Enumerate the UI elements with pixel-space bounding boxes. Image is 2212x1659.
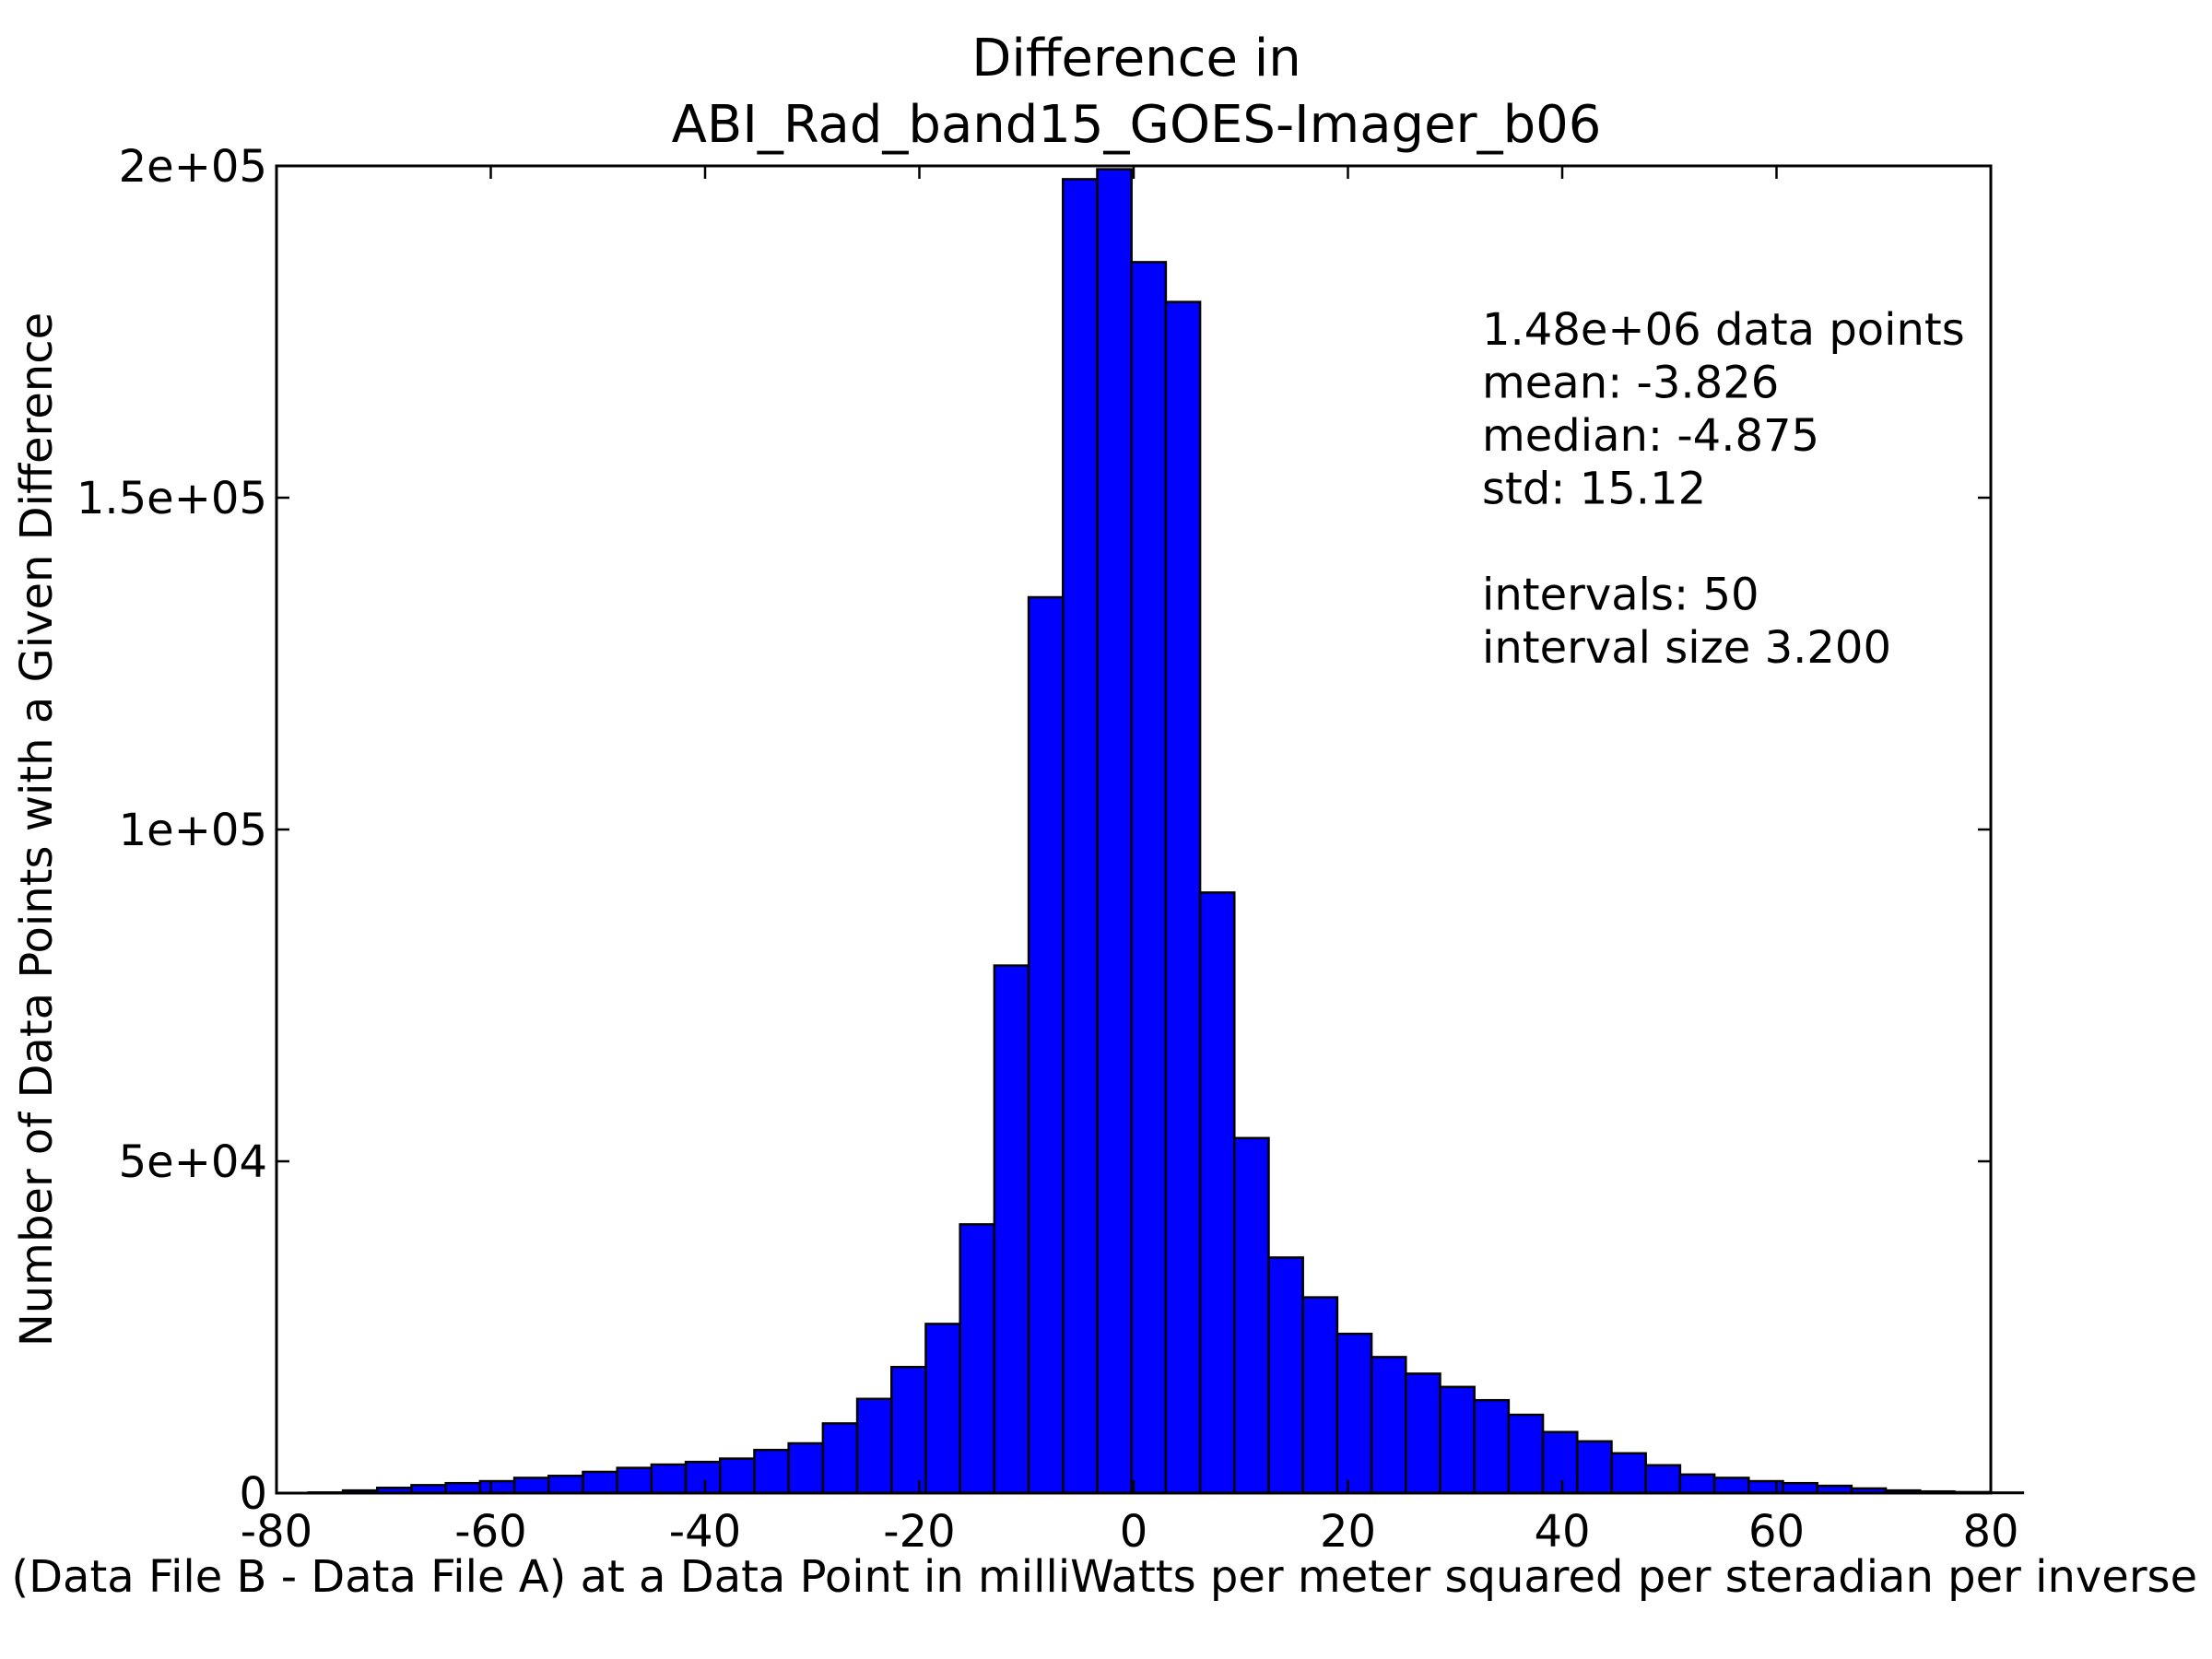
chart-title-line-1: Difference in <box>971 29 1301 88</box>
histogram-bar <box>1576 1440 1613 1495</box>
histogram-bar <box>753 1448 790 1495</box>
histogram-bar <box>1370 1356 1407 1495</box>
y-axis-label: Number of Data Points with a Given Diffe… <box>11 312 63 1347</box>
histogram-bar <box>1301 1296 1339 1495</box>
histogram-bar <box>1541 1430 1579 1495</box>
histogram-bar <box>1782 1481 1818 1495</box>
annotation-line: intervals: 50 <box>1482 570 1759 621</box>
x-axis-ticks: -80 -60 -40 -20 0 20 40 60 80 <box>241 166 2019 1558</box>
annotation-line: median: -4.875 <box>1482 410 1819 462</box>
histogram-bar <box>1198 891 1236 1495</box>
histogram-bar <box>821 1422 859 1495</box>
x-tick-label: 40 <box>1534 1506 1590 1558</box>
histogram-bar <box>1233 1136 1270 1495</box>
histogram-bar <box>1405 1372 1441 1495</box>
histogram-bar <box>1096 168 1133 1495</box>
histogram-bar <box>1712 1477 1750 1495</box>
histogram-bar <box>1062 178 1099 1495</box>
annotation-line: interval size 3.200 <box>1482 622 1891 674</box>
histogram-bar <box>1678 1473 1716 1495</box>
y-tick-label: 1.5e+05 <box>76 473 267 524</box>
histogram-bar <box>1267 1256 1304 1495</box>
histogram-bars <box>307 168 2025 1495</box>
histogram-bar <box>1130 261 1168 1495</box>
histogram-bar <box>478 1479 516 1495</box>
histogram-bar <box>1335 1332 1373 1495</box>
x-tick-label: 80 <box>1962 1506 2018 1558</box>
histogram-bar <box>924 1323 961 1495</box>
histogram-bar <box>650 1463 688 1495</box>
x-tick-label: 0 <box>1120 1506 1148 1558</box>
chart-title-line-2: ABI_Rad_band15_GOES-Imager_b06 <box>672 95 1602 155</box>
x-tick-label: -60 <box>454 1506 526 1558</box>
histogram-bar <box>547 1475 584 1495</box>
x-tick-label: 60 <box>1748 1506 1805 1558</box>
y-tick-label: 5e+04 <box>119 1136 267 1188</box>
histogram-bar <box>1987 1491 2025 1495</box>
histogram-bar <box>719 1457 756 1495</box>
histogram-bar <box>684 1460 722 1495</box>
histogram-bar <box>855 1397 893 1495</box>
histogram-bar <box>444 1481 482 1495</box>
histogram-bar <box>1439 1385 1476 1495</box>
histogram-bar <box>512 1477 550 1495</box>
x-tick-label: 20 <box>1320 1506 1376 1558</box>
y-tick-label: 2e+05 <box>119 141 267 193</box>
annotation-line: 1.48e+06 data points <box>1482 304 1965 356</box>
x-tick-label: -80 <box>241 1506 312 1558</box>
y-axis-ticks: 0 5e+04 1e+05 1.5e+05 2e+05 <box>76 141 1991 1520</box>
histogram-bar <box>787 1441 825 1495</box>
x-tick-label: -20 <box>883 1506 955 1558</box>
histogram-bar <box>890 1365 927 1495</box>
histogram-bar <box>1027 595 1065 1495</box>
x-axis-label: Value of (Data File B - Data File A) at … <box>0 1551 2212 1603</box>
y-tick-label: 0 <box>239 1468 267 1520</box>
plot-frame <box>275 164 1993 1495</box>
annotation-line: mean: -3.826 <box>1482 358 1779 409</box>
annotation-line: std: 15.12 <box>1482 464 1706 515</box>
histogram-bar <box>993 964 1030 1495</box>
y-tick-label: 1e+05 <box>119 805 267 856</box>
histogram-bar <box>1507 1413 1545 1495</box>
histogram-bar <box>1473 1398 1511 1495</box>
histogram-bar <box>1747 1479 1784 1495</box>
histogram-bar <box>1644 1464 1682 1495</box>
histogram-bar <box>582 1470 618 1495</box>
histogram-bar <box>616 1466 653 1495</box>
x-tick-label: -40 <box>669 1506 741 1558</box>
histogram-bar <box>1164 300 1202 1495</box>
histogram-bar <box>1610 1452 1647 1495</box>
histogram-bar <box>959 1223 996 1495</box>
